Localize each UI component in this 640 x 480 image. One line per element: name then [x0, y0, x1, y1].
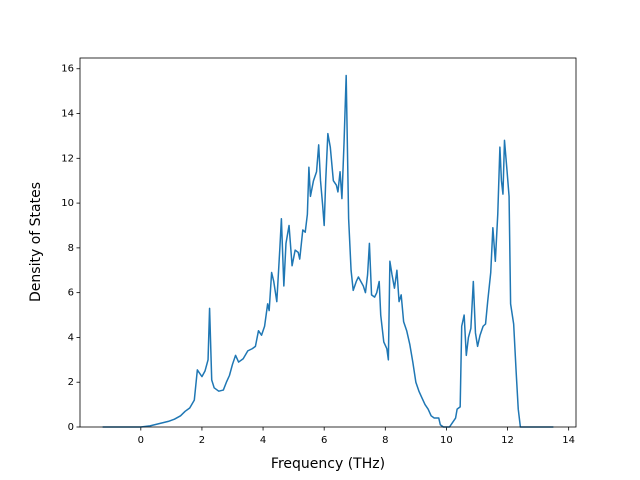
x-tick-label: 6 [321, 435, 327, 446]
x-tick-label: 4 [260, 435, 266, 446]
x-tick-label: 8 [382, 435, 388, 446]
y-tick-label: 8 [68, 243, 74, 254]
x-tick-label: 10 [440, 435, 453, 446]
x-tick-label: 14 [562, 435, 575, 446]
y-tick-label: 14 [61, 109, 74, 120]
y-tick-label: 10 [61, 198, 74, 209]
y-tick-label: 6 [68, 288, 74, 299]
x-tick-label: 2 [199, 435, 205, 446]
y-tick-label: 4 [68, 332, 74, 343]
y-tick-label: 12 [61, 153, 74, 164]
y-tick-label: 0 [68, 422, 74, 433]
plot-frame [79, 57, 577, 428]
y-tick-label: 16 [61, 64, 74, 75]
x-tick-label: 0 [138, 435, 144, 446]
y-tick-label: 2 [68, 377, 74, 388]
x-axis-label: Frequency (THz) [271, 456, 385, 472]
y-axis-label: Density of States [28, 182, 44, 302]
dos-line [102, 74, 554, 428]
x-tick-label: 12 [501, 435, 514, 446]
